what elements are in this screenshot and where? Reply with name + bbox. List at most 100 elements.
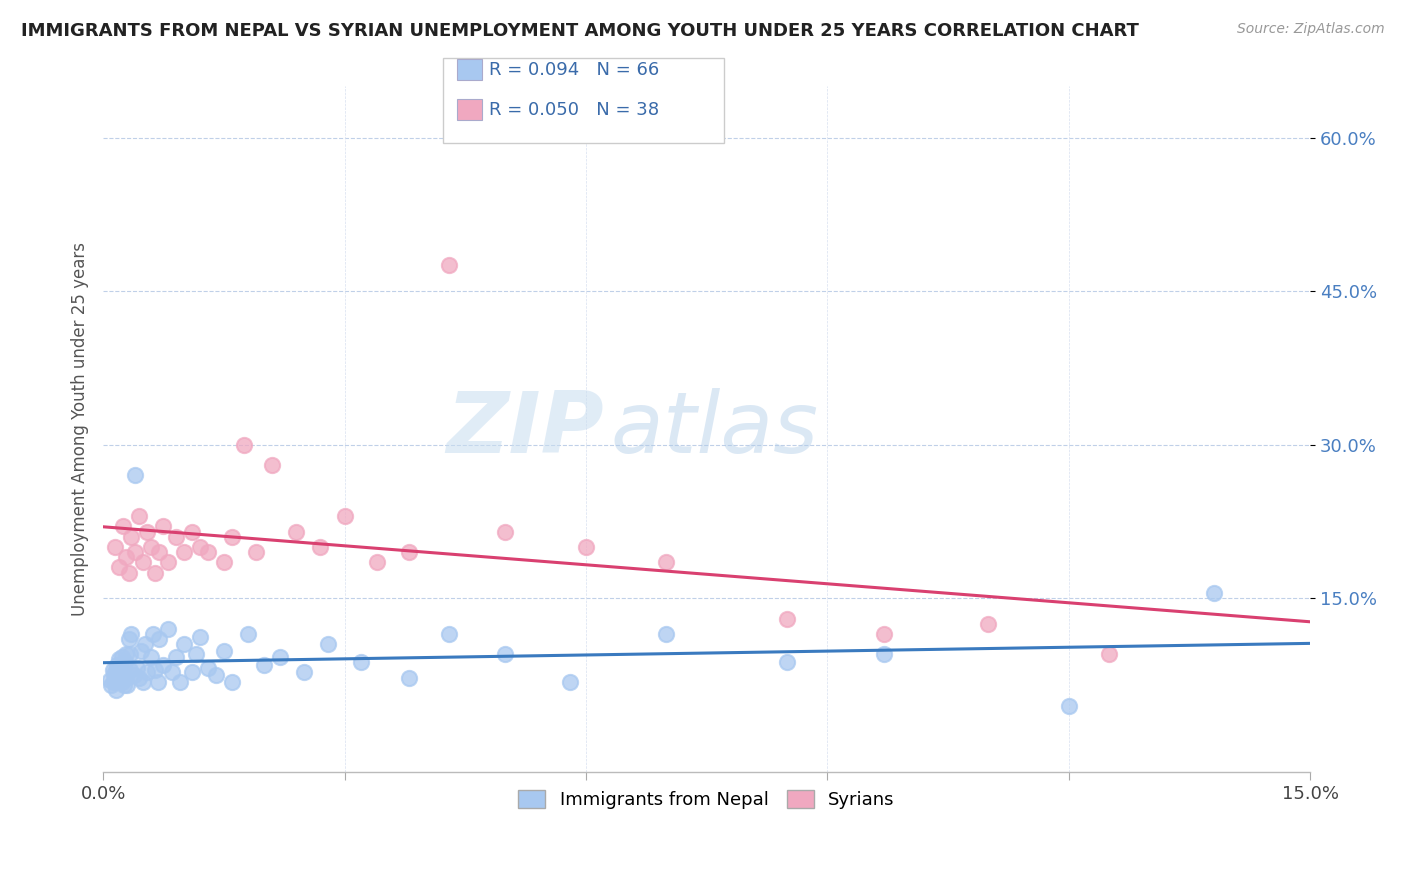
Point (103, 668, 125, 682)
Point (136, 665, 159, 679)
Point (112, 519, 135, 533)
Point (114, 550, 136, 565)
Point (212, 555, 235, 569)
Point (212, 644, 235, 658)
Point (173, 545, 195, 559)
Point (333, 509, 356, 524)
Point (285, 524, 308, 539)
Legend: Immigrants from Nepal, Syrians: Immigrants from Nepal, Syrians (513, 784, 900, 814)
Point (160, 665, 183, 679)
Point (105, 657, 128, 672)
Point (776, 655, 799, 669)
Point (233, 437, 256, 451)
Point (120, 648, 142, 662)
Point (117, 678, 139, 692)
Point (124, 545, 146, 559)
Point (142, 627, 165, 641)
Point (104, 665, 127, 679)
Point (253, 657, 276, 672)
Point (1098, 648, 1121, 662)
Text: atlas: atlas (610, 388, 818, 471)
Point (132, 555, 155, 569)
Point (114, 655, 136, 669)
Point (103, 675, 125, 690)
Text: R = 0.050   N = 38: R = 0.050 N = 38 (489, 101, 659, 119)
Point (169, 675, 191, 690)
Point (128, 509, 150, 524)
Point (558, 675, 581, 690)
Point (125, 661, 148, 675)
Point (122, 668, 145, 682)
Point (156, 622, 179, 636)
Text: R = 0.094   N = 66: R = 0.094 N = 66 (489, 61, 659, 78)
Point (165, 650, 187, 665)
Point (146, 675, 169, 690)
Point (184, 648, 207, 662)
Point (111, 675, 134, 690)
Point (173, 637, 195, 651)
Point (148, 545, 170, 559)
Point (366, 555, 388, 569)
Point (110, 661, 132, 675)
Point (108, 668, 131, 682)
Point (120, 530, 142, 544)
Point (107, 673, 129, 687)
Point (204, 668, 226, 682)
Point (129, 644, 152, 658)
Y-axis label: Unemployment Among Youth under 25 years: Unemployment Among Youth under 25 years (72, 243, 89, 616)
Point (101, 663, 124, 677)
Point (655, 555, 678, 569)
Point (776, 611, 799, 625)
Point (188, 540, 211, 554)
Point (398, 545, 420, 559)
Point (180, 524, 202, 539)
Point (262, 458, 284, 472)
Point (105, 683, 128, 698)
Point (152, 519, 174, 533)
Point (872, 627, 894, 641)
Point (156, 555, 179, 569)
Point (115, 648, 138, 662)
Point (437, 259, 460, 273)
Point (145, 566, 167, 580)
Point (112, 665, 135, 679)
Point (118, 566, 141, 580)
Point (575, 540, 598, 554)
Point (120, 627, 142, 641)
Point (114, 671, 136, 685)
Point (165, 530, 187, 544)
Point (118, 663, 141, 677)
Point (292, 665, 315, 679)
Point (437, 627, 460, 641)
Point (188, 630, 211, 644)
Point (108, 560, 131, 574)
Point (104, 671, 127, 685)
Point (111, 650, 134, 665)
Point (152, 657, 174, 672)
Point (128, 671, 150, 685)
Point (112, 678, 135, 692)
Point (145, 663, 167, 677)
Point (318, 637, 340, 651)
Text: ZIP: ZIP (446, 388, 605, 471)
Point (398, 671, 420, 685)
Point (197, 545, 219, 559)
Point (100, 678, 122, 692)
Point (494, 524, 516, 539)
Point (124, 468, 146, 483)
Point (104, 540, 127, 554)
Point (309, 540, 332, 554)
Point (872, 648, 894, 662)
Point (141, 540, 163, 554)
Point (494, 648, 516, 662)
Point (977, 616, 1000, 631)
Point (148, 632, 170, 646)
Point (245, 545, 267, 559)
Point (221, 675, 243, 690)
Point (132, 675, 155, 690)
Point (1057, 698, 1080, 713)
Point (236, 627, 259, 641)
Point (349, 655, 371, 669)
Point (118, 632, 141, 646)
Point (141, 650, 163, 665)
